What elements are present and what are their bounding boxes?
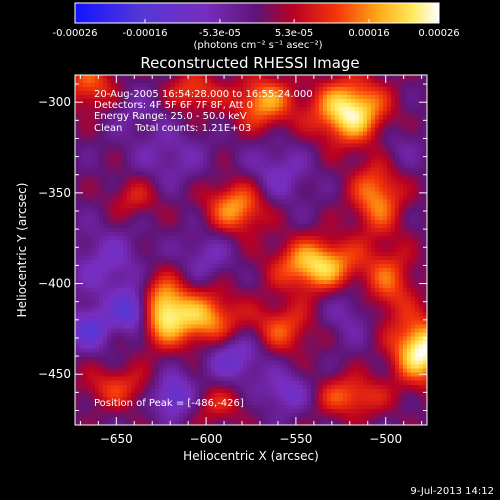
colorbar-tick-label: 0.00016: [348, 28, 389, 39]
annotation-detectors: Detectors: 4F 5F 6F 7F 8F, Att 0: [94, 100, 253, 111]
y-tick-label: −400: [38, 277, 71, 291]
colorbar-tick-label: -5.3e-05: [199, 28, 241, 39]
chart-title: Reconstructed RHESSI Image: [140, 54, 359, 72]
x-axis-label: Heliocentric X (arcsec): [183, 449, 319, 463]
annotation-clean-counts: Clean Total counts: 1.21E+03: [94, 123, 251, 134]
x-tick-label: −600: [190, 432, 223, 446]
colorbar: -0.00026 -0.00016 -5.3e-05 5.3e-05 0.00016 0.…: [53, 2, 460, 51]
heatmap-image: [75, 75, 427, 425]
y-tick-label: −450: [38, 367, 71, 381]
y-axis-label: Heliocentric Y (arcsec): [15, 183, 29, 318]
colorbar-gradient: [75, 3, 439, 23]
annotation-energy-range: Energy Range: 25.0 - 50.0 keV: [94, 111, 247, 122]
colorbar-unit-label: (photons cm⁻² s⁻¹ asec⁻²): [193, 40, 322, 51]
colorbar-ticks: -0.00026 -0.00016 -5.3e-05 5.3e-05 0.00016 0.…: [53, 19, 460, 39]
observation-annotations: 20-Aug-2005 16:54:28.000 to 16:55:24.000…: [94, 89, 313, 134]
axis-ticks: −650 −600 −550 −500 −300 −350 −400 −450: [38, 75, 427, 446]
colorbar-tick-label: -0.00026: [53, 28, 98, 39]
footer-timestamp: 9-Jul-2013 14:12: [410, 486, 494, 497]
x-tick-label: −650: [100, 432, 133, 446]
colorbar-tick-label: 0.00026: [418, 28, 459, 39]
colorbar-tick-label: 5.3e-05: [275, 28, 313, 39]
peak-position-label: Position of Peak = [-486,-426]: [94, 398, 244, 409]
annotation-time-range: 20-Aug-2005 16:54:28.000 to 16:55:24.000: [94, 89, 313, 100]
y-tick-label: −350: [38, 186, 71, 200]
x-tick-label: −550: [279, 432, 312, 446]
plot-frame: [74, 74, 428, 426]
x-tick-label: −500: [369, 432, 402, 446]
colorbar-tick-label: -0.00016: [123, 28, 168, 39]
y-tick-label: −300: [38, 95, 71, 109]
